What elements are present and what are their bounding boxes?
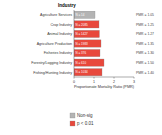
category-label: Animal Industry: [47, 32, 72, 36]
legend-label: p < 0.01: [77, 121, 94, 126]
legend-label: Non-sig: [77, 113, 93, 118]
category-label: Forestry/Logging Industry: [31, 61, 72, 65]
count-label: N = 1983: [76, 42, 89, 46]
x-tick-label: 2: [113, 80, 115, 84]
count-label: N = 1427: [76, 32, 89, 36]
x-tick-label: 1: [93, 80, 95, 84]
x-tick: [74, 77, 75, 79]
bar: [74, 59, 104, 66]
category-label: Agriculture Services: [40, 13, 72, 17]
data-label: PMR = 1.05: [136, 13, 154, 17]
x-axis: [74, 77, 134, 78]
x-tick-label: 0: [73, 80, 75, 84]
bar: [74, 49, 100, 56]
count-label: N = 14: [76, 13, 85, 17]
y-axis: [74, 10, 75, 77]
count-label: N = 610: [76, 61, 87, 65]
data-label: PMR = 1.30: [136, 51, 154, 55]
count-label: N = 2085: [76, 23, 89, 27]
bars: [74, 11, 104, 76]
legend-swatch: [70, 121, 75, 126]
bar: [74, 69, 102, 76]
category-label: Fisheries Industry: [44, 51, 73, 55]
bar: [74, 30, 99, 37]
data-label: PMR = 1.27: [136, 32, 154, 36]
bar: [74, 40, 101, 47]
title: Industry: [58, 3, 76, 8]
bar: [74, 11, 95, 18]
data-label: PMR = 1.35: [136, 42, 154, 46]
x-tick: [114, 77, 115, 79]
count-label: N = 1034: [76, 70, 89, 74]
x-tick-label: 3: [133, 80, 135, 84]
x-tick: [134, 77, 135, 79]
x-tick: [94, 77, 95, 79]
data-label: PMR = 1.50: [136, 61, 154, 65]
bar: [74, 21, 99, 28]
category-label: Agriculture Production: [37, 42, 72, 46]
category-label: Fishing/Hunting Industry: [33, 71, 72, 75]
x-axis-title: Proportionate Mortality Ratio (PMR): [74, 85, 135, 89]
legend-swatch: [70, 113, 75, 118]
data-label: PMR = 1.25: [136, 23, 154, 27]
count-label: N = 376: [76, 51, 87, 55]
category-label: Crop Industry: [50, 23, 72, 27]
data-label: PMR = 1.40: [136, 71, 154, 75]
